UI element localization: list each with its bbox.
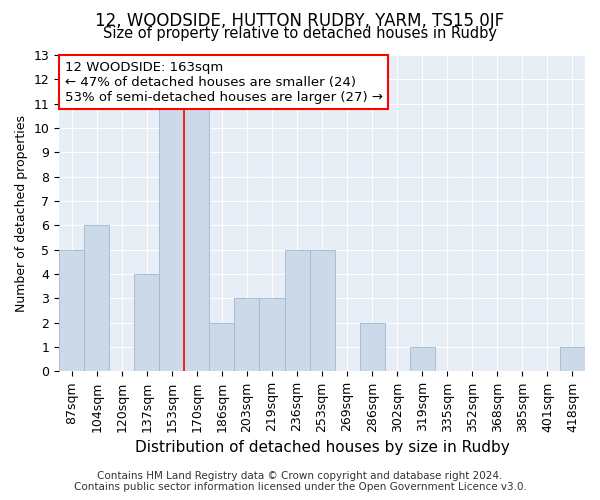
Text: Contains HM Land Registry data © Crown copyright and database right 2024.
Contai: Contains HM Land Registry data © Crown c… — [74, 471, 526, 492]
X-axis label: Distribution of detached houses by size in Rudby: Distribution of detached houses by size … — [135, 440, 509, 455]
Bar — [259, 298, 284, 372]
Bar — [134, 274, 160, 372]
Bar — [560, 347, 585, 372]
Y-axis label: Number of detached properties: Number of detached properties — [15, 114, 28, 312]
Bar — [160, 104, 184, 372]
Bar — [310, 250, 335, 372]
Text: Size of property relative to detached houses in Rudby: Size of property relative to detached ho… — [103, 26, 497, 41]
Bar — [209, 323, 235, 372]
Text: 12 WOODSIDE: 163sqm
← 47% of detached houses are smaller (24)
53% of semi-detach: 12 WOODSIDE: 163sqm ← 47% of detached ho… — [65, 60, 383, 104]
Bar — [235, 298, 259, 372]
Bar — [410, 347, 435, 372]
Bar — [84, 226, 109, 372]
Bar — [184, 104, 209, 372]
Bar — [59, 250, 84, 372]
Bar — [284, 250, 310, 372]
Bar — [359, 323, 385, 372]
Text: 12, WOODSIDE, HUTTON RUDBY, YARM, TS15 0JF: 12, WOODSIDE, HUTTON RUDBY, YARM, TS15 0… — [95, 12, 505, 30]
